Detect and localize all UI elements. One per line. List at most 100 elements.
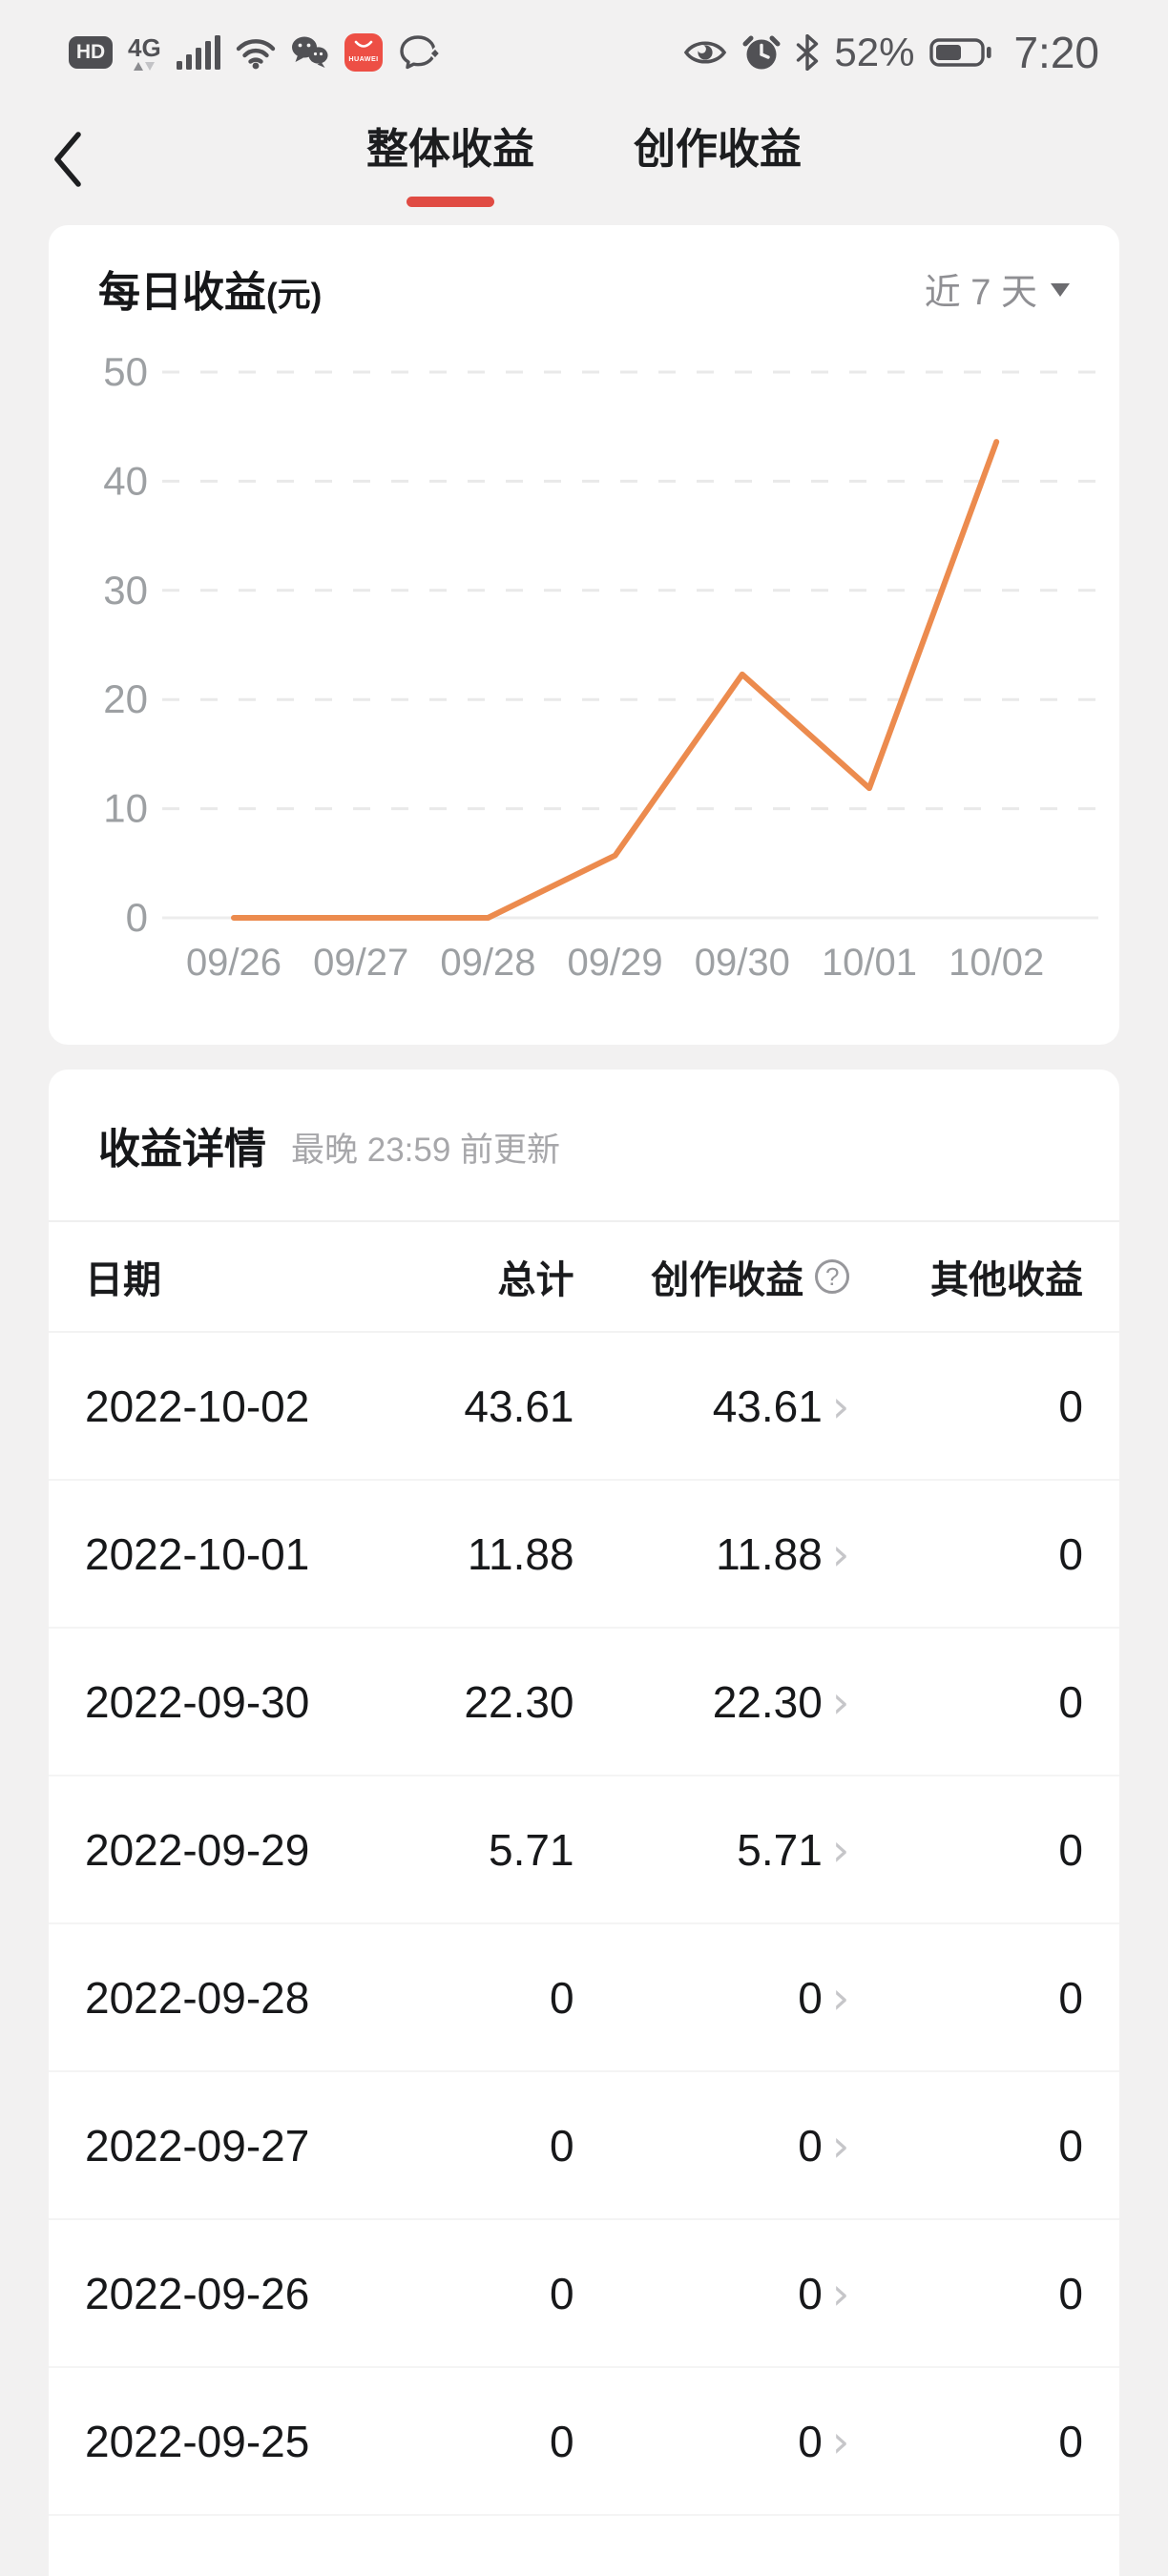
chevron-right-icon: › — [831, 2119, 850, 2171]
bluetooth-icon — [797, 34, 819, 71]
battery-percent: 52% — [834, 30, 915, 74]
alarm-icon — [742, 35, 781, 70]
table-row[interactable]: 2022-09-26 0 0 › 0 — [49, 2220, 1119, 2368]
row-creation[interactable]: 0 › — [798, 2415, 850, 2467]
row-date: 2022-10-02 — [85, 1381, 310, 1431]
row-date: 2022-09-30 — [85, 1676, 310, 1727]
row-creation[interactable]: 0 › — [798, 2267, 850, 2319]
row-creation[interactable]: 11.88 › — [716, 1527, 850, 1580]
chevron-right-icon: › — [831, 1823, 850, 1876]
status-bar: HD 4G — [0, 0, 1168, 99]
row-other: 0 — [1058, 1676, 1083, 1727]
row-other: 0 — [1058, 2416, 1083, 2466]
svg-text:09/26: 09/26 — [186, 942, 282, 984]
svg-text:0: 0 — [126, 895, 148, 940]
chevron-right-icon: › — [831, 1971, 850, 2024]
chevron-right-icon: › — [831, 2415, 850, 2467]
help-icon[interactable]: ? — [815, 1259, 850, 1294]
row-creation[interactable]: 43.61 › — [712, 1380, 850, 1432]
chevron-right-icon: › — [831, 2267, 850, 2319]
chart-title: 每日收益(元) — [98, 269, 323, 316]
earnings-detail-card: 收益详情 最晚 23:59 前更新 日期 总计 创作收益 ? 其他收益 2022… — [49, 1070, 1119, 2576]
row-total: 43.61 — [464, 1381, 574, 1431]
battery-icon — [929, 38, 992, 67]
svg-text:10: 10 — [103, 786, 148, 831]
svg-text:09/27: 09/27 — [313, 942, 408, 984]
col-header-creation: 创作收益 ? — [574, 1249, 850, 1304]
tabs: 整体收益 创作收益 — [0, 114, 1168, 207]
signal-bars-icon — [176, 35, 220, 70]
table-header-row: 日期 总计 创作收益 ? 其他收益 — [49, 1222, 1119, 1333]
svg-text:40: 40 — [103, 458, 148, 503]
row-other: 0 — [1058, 1972, 1083, 2023]
col-header-total: 总计 — [497, 1259, 574, 1301]
back-icon[interactable] — [50, 130, 88, 189]
row-other: 0 — [1058, 1824, 1083, 1875]
row-total: 0 — [549, 1972, 574, 2023]
detail-title: 收益详情 — [98, 1126, 266, 1173]
hd-icon: HD — [69, 36, 113, 69]
chevron-right-icon: › — [831, 1380, 850, 1432]
svg-text:09/30: 09/30 — [695, 942, 790, 984]
row-date: 2022-09-27 — [85, 2120, 310, 2171]
messenger-sparkle-icon — [399, 35, 440, 70]
table-row[interactable]: 2022-09-27 0 0 › 0 — [49, 2072, 1119, 2220]
row-total: 22.30 — [464, 1676, 574, 1727]
svg-text:10/01: 10/01 — [822, 942, 917, 984]
wifi-icon — [236, 39, 275, 70]
table-row[interactable]: 2022-09-25 0 0 › 0 — [49, 2368, 1119, 2516]
chevron-right-icon: › — [831, 1675, 850, 1728]
detail-header: 收益详情 最晚 23:59 前更新 — [49, 1070, 1119, 1222]
col-header-other: 其他收益 — [929, 1259, 1083, 1301]
row-total: 5.71 — [489, 1824, 574, 1875]
row-date: 2022-09-28 — [85, 1972, 310, 2023]
date-range-selector[interactable]: 近 7 天 — [925, 262, 1070, 315]
row-other: 0 — [1058, 2268, 1083, 2318]
eye-comfort-icon — [684, 41, 727, 64]
clock-time: 7:20 — [1013, 28, 1099, 77]
row-date: 2022-10-01 — [85, 1528, 310, 1579]
chevron-down-icon — [1051, 283, 1070, 297]
row-date: 2022-09-26 — [85, 2268, 310, 2318]
svg-text:30: 30 — [103, 568, 148, 613]
row-total: 0 — [549, 2268, 574, 2318]
svg-text:09/29: 09/29 — [568, 942, 663, 984]
chart-title-unit: (元) — [266, 277, 323, 314]
row-other: 0 — [1058, 1528, 1083, 1579]
svg-text:10/02: 10/02 — [949, 942, 1044, 984]
table-row[interactable]: 2022-09-28 0 0 › 0 — [49, 1924, 1119, 2072]
tab-overall-earnings[interactable]: 整体收益 — [366, 114, 534, 207]
active-tab-underline — [407, 197, 494, 207]
huawei-appgallery-icon: HUAWEI — [344, 33, 383, 72]
tab-creation-earnings[interactable]: 创作收益 — [634, 126, 802, 173]
nav-bar: 整体收益 创作收益 — [0, 99, 1168, 223]
row-creation[interactable]: 22.30 › — [712, 1675, 850, 1728]
row-date: 2022-09-25 — [85, 2416, 310, 2466]
row-other: 0 — [1058, 2120, 1083, 2171]
table-row[interactable]: 2022-09-29 5.71 5.71 › 0 — [49, 1776, 1119, 1924]
row-creation[interactable]: 0 › — [798, 1971, 850, 2024]
status-left: HD 4G — [69, 33, 440, 72]
status-right: 52% 7:20 — [683, 27, 1099, 78]
daily-earnings-line-chart: 0 10 20 30 40 50 09/26 09/27 09/28 09/29 09/30 10/0… — [103, 349, 1098, 984]
row-date: 2022-09-29 — [85, 1824, 310, 1875]
row-creation[interactable]: 5.71 › — [737, 1823, 850, 1876]
4g-network-icon: 4G — [128, 35, 161, 71]
table-row[interactable]: 2022-10-02 43.61 43.61 › 0 — [49, 1333, 1119, 1481]
row-total: 11.88 — [467, 1528, 574, 1579]
row-total: 0 — [549, 2120, 574, 2171]
chart-header: 每日收益(元) 近 7 天 — [49, 225, 1119, 319]
row-total: 0 — [549, 2416, 574, 2466]
chevron-right-icon: › — [831, 1527, 850, 1580]
col-header-date: 日期 — [85, 1259, 161, 1301]
row-creation[interactable]: 0 › — [798, 2119, 850, 2171]
row-other: 0 — [1058, 1381, 1083, 1431]
table-row[interactable]: 2022-09-30 22.30 22.30 › 0 — [49, 1629, 1119, 1776]
table-row[interactable]: 2022-10-01 11.88 11.88 › 0 — [49, 1481, 1119, 1629]
svg-text:09/28: 09/28 — [440, 942, 535, 984]
svg-text:20: 20 — [103, 676, 148, 721]
svg-text:HUAWEI: HUAWEI — [348, 54, 378, 63]
daily-earnings-card: 每日收益(元) 近 7 天 0 10 20 30 40 50 09/26 09/27 09/28… — [49, 225, 1119, 1045]
wechat-icon — [291, 36, 328, 68]
